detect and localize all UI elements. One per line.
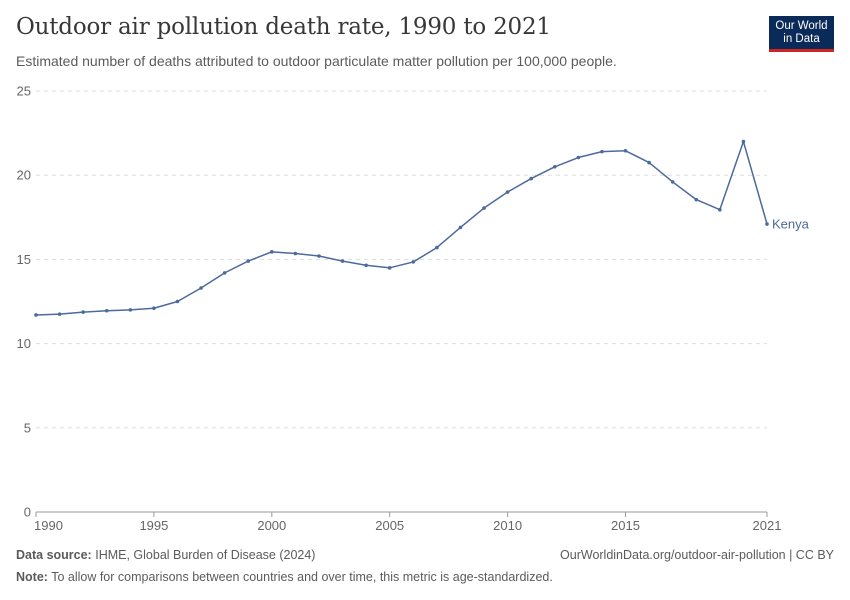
x-tick-label: 2005 xyxy=(375,518,404,533)
data-point xyxy=(505,190,510,194)
x-tick-label: 2000 xyxy=(257,518,286,533)
axes: 0 5 10 15 20 25 1990 1995 2000 2005 2010 2015 2021 xyxy=(17,84,782,534)
note-text: To allow for comparisons between countri… xyxy=(51,570,553,584)
data-point xyxy=(81,310,85,314)
x-tick-label: 1990 xyxy=(34,518,63,533)
data-point xyxy=(199,286,203,290)
data-point xyxy=(152,306,156,311)
data-point xyxy=(600,149,604,154)
x-tick-label: 2021 xyxy=(753,518,782,533)
data-point xyxy=(458,225,463,230)
y-tick-label: 5 xyxy=(24,420,31,435)
y-tick-label: 0 xyxy=(24,505,31,520)
data-point xyxy=(529,176,533,181)
source-text: IHME, Global Burden of Disease (2024) xyxy=(95,548,316,562)
data-point xyxy=(623,148,628,153)
data-point xyxy=(57,312,62,316)
chart-subtitle: Estimated number of deaths attributed to… xyxy=(16,53,617,69)
y-tick-label: 25 xyxy=(17,84,31,99)
source-label: Data source: xyxy=(16,548,92,562)
data-point xyxy=(293,251,298,256)
data-point xyxy=(104,308,109,313)
grid-lines xyxy=(36,90,767,429)
data-point xyxy=(364,263,368,268)
data-point xyxy=(741,139,746,144)
data-point xyxy=(435,245,439,250)
logo-line-2: in Data xyxy=(783,33,820,45)
y-tick-label: 15 xyxy=(17,252,31,267)
note-label: Note: xyxy=(16,570,48,584)
data-point xyxy=(246,259,251,263)
chart-note: Note: To allow for comparisons between c… xyxy=(16,570,553,584)
data-source: Data source: IHME, Global Burden of Dise… xyxy=(16,548,315,562)
series-layer: Kenya xyxy=(34,139,810,317)
data-point xyxy=(128,308,133,312)
data-point xyxy=(317,254,321,258)
x-tick-label: 2015 xyxy=(611,518,640,533)
series-label-kenya: Kenya xyxy=(772,217,810,232)
logo-line-1: Our World xyxy=(775,20,828,32)
data-point xyxy=(270,250,274,254)
x-tick-label: 1995 xyxy=(139,518,168,533)
data-point xyxy=(175,299,180,304)
data-point xyxy=(694,197,699,202)
data-point xyxy=(222,271,227,275)
data-point xyxy=(411,260,416,264)
data-point xyxy=(34,313,38,317)
data-point xyxy=(718,207,722,212)
data-point xyxy=(765,222,769,226)
data-point xyxy=(387,266,392,270)
data-point xyxy=(670,180,675,184)
y-tick-label: 20 xyxy=(17,168,31,183)
data-point xyxy=(552,164,557,169)
series-line-kenya xyxy=(35,140,768,316)
owid-logo[interactable]: Our World in Data xyxy=(769,16,834,52)
source-url-link[interactable]: OurWorldinData.org/outdoor-air-pollution… xyxy=(560,548,834,562)
y-tick-label: 10 xyxy=(17,336,31,351)
data-point xyxy=(576,155,581,160)
x-tick-label: 2010 xyxy=(493,518,522,533)
data-point xyxy=(482,206,486,210)
data-point xyxy=(647,160,651,165)
data-point xyxy=(340,259,345,263)
chart-title: Outdoor air pollution death rate, 1990 t… xyxy=(16,14,551,40)
